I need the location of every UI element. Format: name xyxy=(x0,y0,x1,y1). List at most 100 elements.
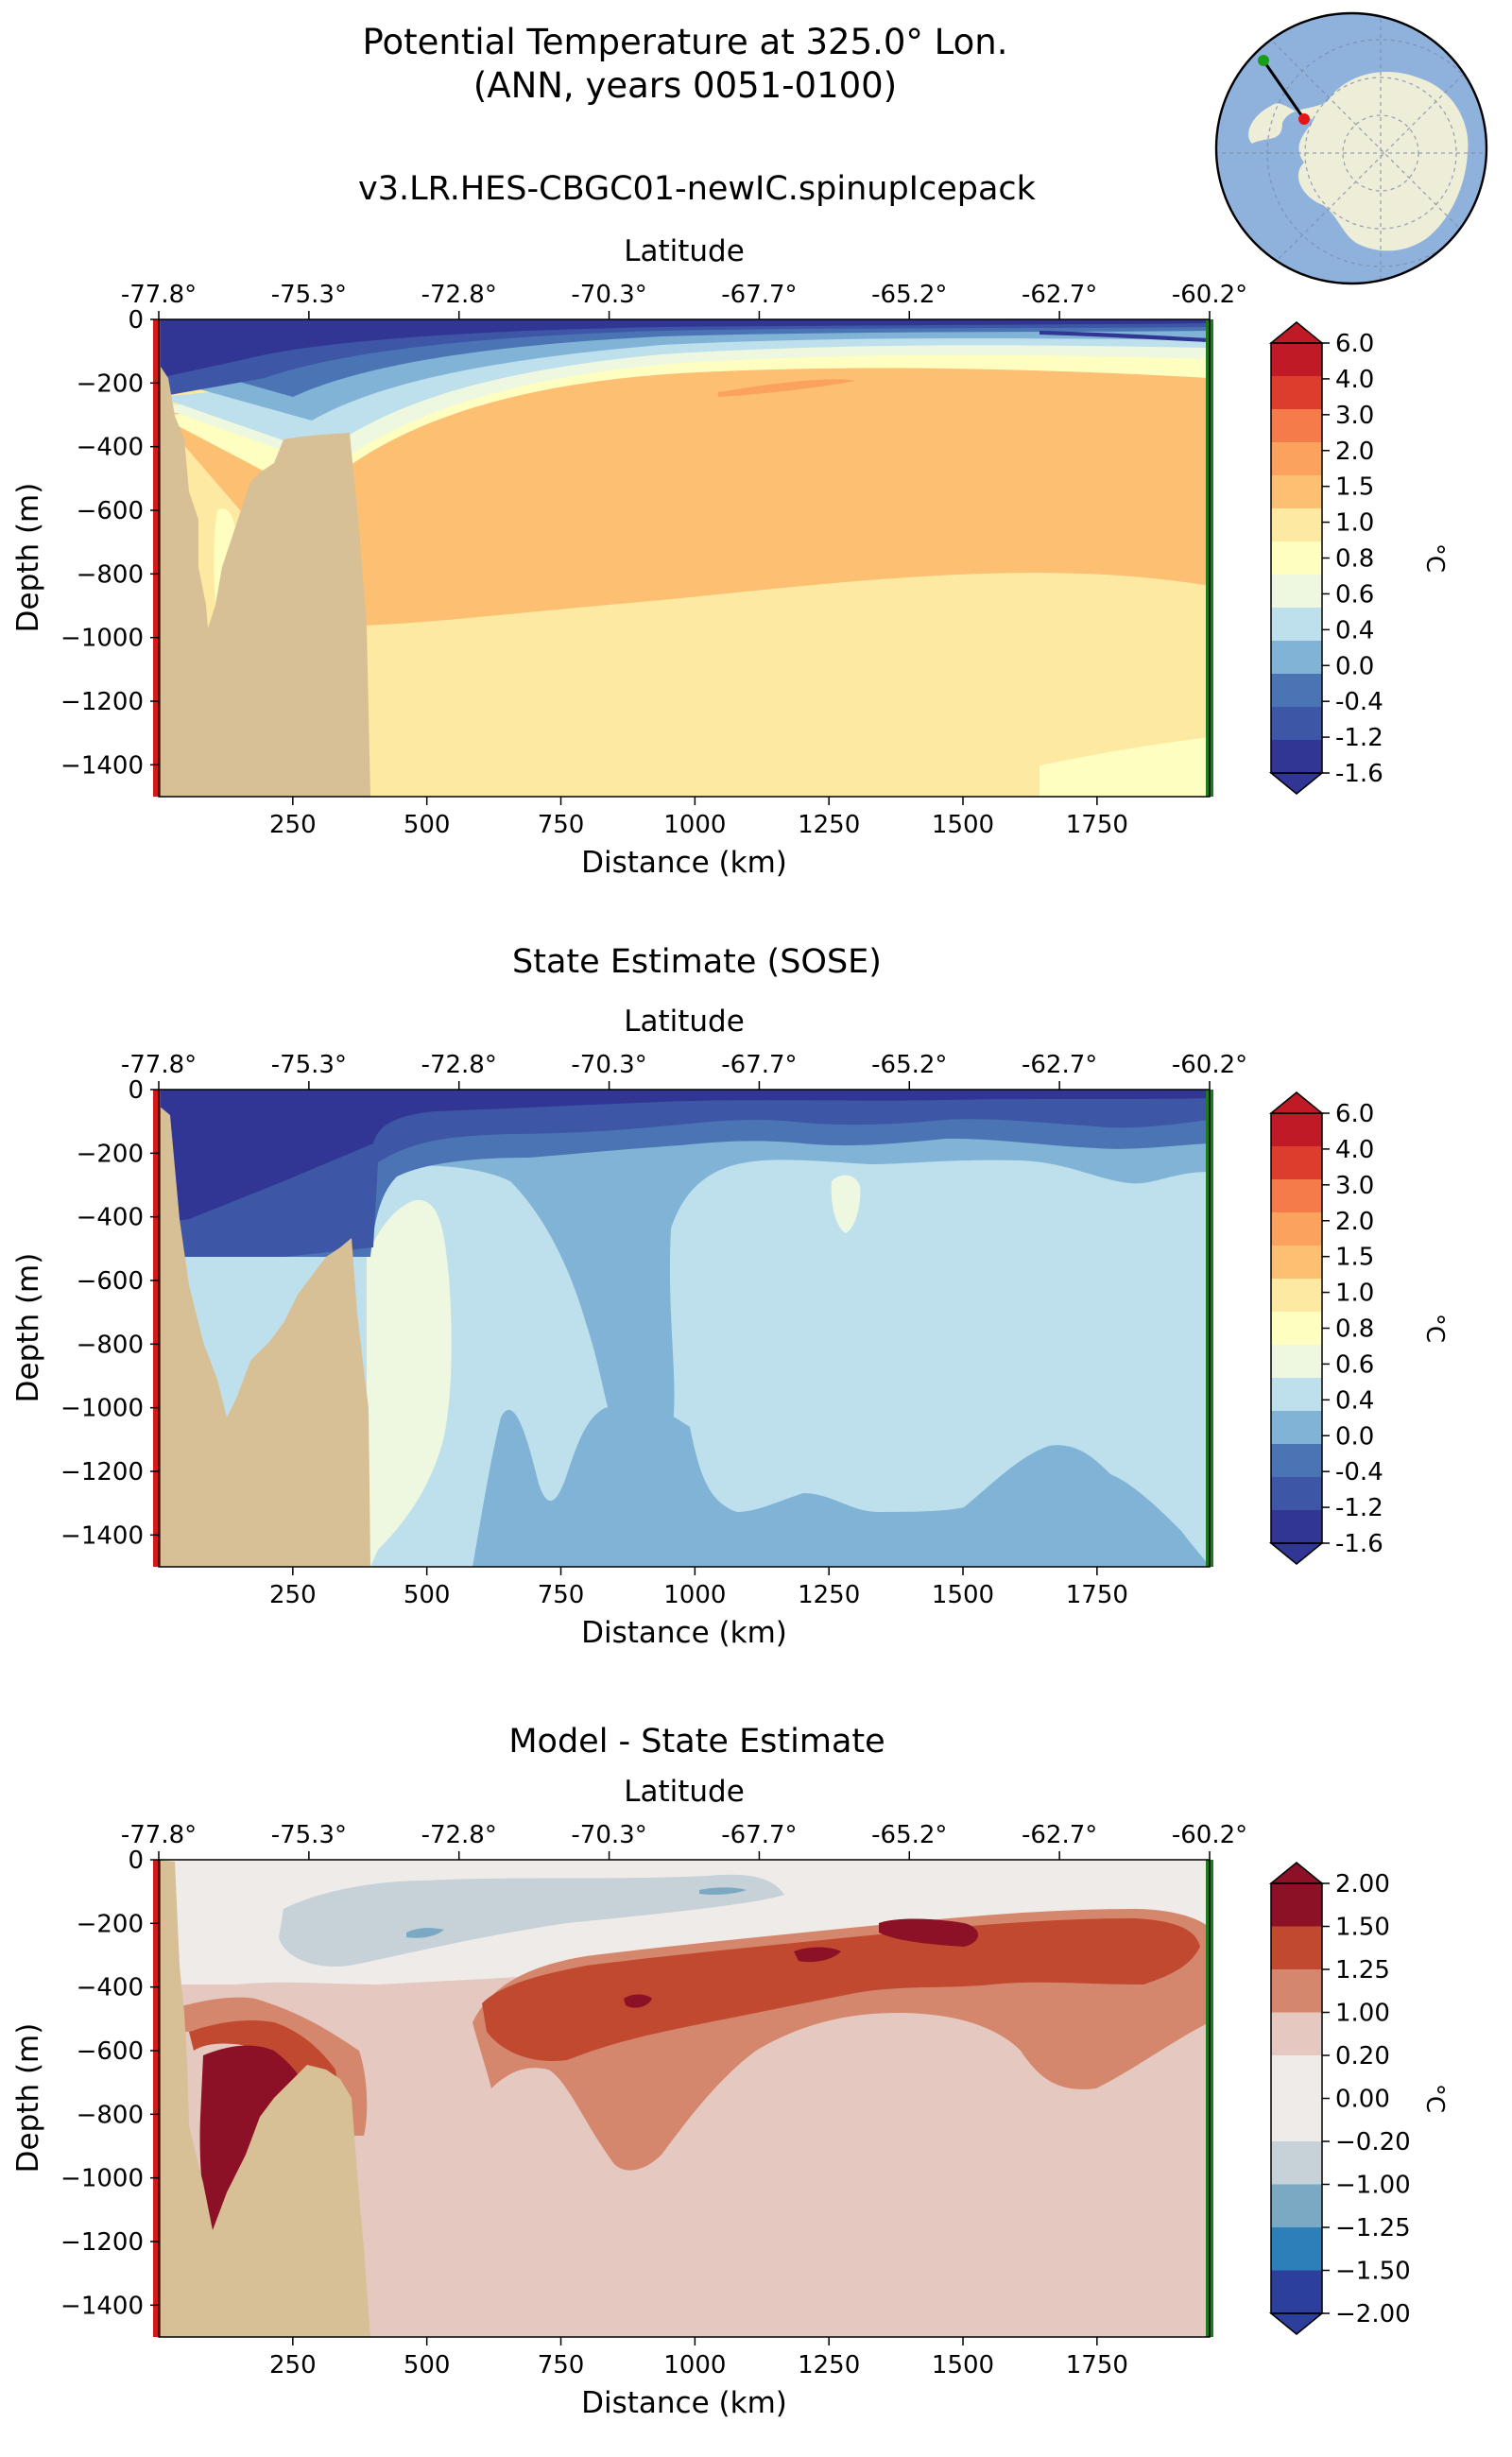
colorbar-tick-label: 0.8 xyxy=(1335,1315,1374,1344)
y-tick-label: −400 xyxy=(77,1204,144,1232)
y-tick-label: −200 xyxy=(77,1140,144,1168)
panel2-frame xyxy=(158,1089,1211,1568)
colorbar-tick-label: 0.00 xyxy=(1335,2086,1390,2114)
colorbar-tick-label: 0.6 xyxy=(1335,580,1374,609)
colorbar-tick-label: 2.0 xyxy=(1335,1208,1374,1236)
panel3-frame xyxy=(158,1859,1211,2338)
y-tick-label: −800 xyxy=(77,560,144,589)
lat-tick-label: -62.7° xyxy=(1022,1051,1097,1079)
panel2-left-marker xyxy=(153,1090,161,1567)
x-tick-label: 1000 xyxy=(663,1581,726,1609)
lat-tick-label: -72.8° xyxy=(421,281,497,309)
colorbar-segment xyxy=(1271,1179,1322,1213)
panel3-contours xyxy=(159,1860,1210,2240)
x-tick-label: 1250 xyxy=(798,811,860,839)
colorbar-segment xyxy=(1271,2055,1322,2099)
antarctica-landmass xyxy=(1248,72,1469,251)
colorbar-segment xyxy=(1271,608,1322,642)
lat-tick-label: -60.2° xyxy=(1172,281,1247,309)
panel-2: Latitude Distance (km) Depth (m) 250 500 7… xyxy=(11,1005,1247,1650)
colorbar-tick-label: −0.20 xyxy=(1335,2128,1411,2156)
panel3-left-marker xyxy=(153,1860,161,2337)
colorbar-tick-label: −2.00 xyxy=(1335,2300,1411,2328)
colorbar-segment xyxy=(1271,541,1322,576)
y-tick-label: −1000 xyxy=(60,625,144,653)
y-tick-label: −1200 xyxy=(60,688,144,716)
colorbar-tick-label: 1.25 xyxy=(1335,1956,1390,1984)
y-tick-label: −400 xyxy=(77,434,144,462)
lat-tick-label: -72.8° xyxy=(421,1821,497,1849)
colorbar-segment xyxy=(1271,674,1322,708)
y-tick-label: −1000 xyxy=(60,1395,144,1423)
colorbar-unit-label: °C xyxy=(1420,543,1449,573)
colorbar-segment xyxy=(1271,1510,1322,1544)
panel1-top-axis-label: Latitude xyxy=(624,234,745,268)
colorbar-segment xyxy=(1271,1444,1322,1478)
y-tick-label: −600 xyxy=(77,1267,144,1296)
colorbar-tick-label: -0.4 xyxy=(1335,1458,1383,1486)
panel1-left-marker xyxy=(153,319,161,797)
x-tick-label: 500 xyxy=(404,2351,451,2380)
lat-tick-label: -67.7° xyxy=(721,1051,797,1079)
colorbar-extend-bottom xyxy=(1268,2312,1325,2335)
panel3-x-axis-label: Distance (km) xyxy=(581,2386,787,2420)
colorbar-segment xyxy=(1271,1477,1322,1511)
panel1-y-axis-label: Depth (m) xyxy=(11,483,45,633)
transect-line xyxy=(1262,60,1306,120)
x-tick-label: 750 xyxy=(538,2351,585,2380)
lat-tick-label: -70.3° xyxy=(571,281,646,309)
colorbar-tick-label: −1.25 xyxy=(1335,2214,1411,2242)
lat-tick-label: -65.2° xyxy=(871,1051,947,1079)
lat-tick-label: -62.7° xyxy=(1022,281,1097,309)
colorbar-segment xyxy=(1271,343,1322,377)
colorbar-tick-label: 0.4 xyxy=(1335,1386,1374,1415)
lat-tick-label: -65.2° xyxy=(871,281,947,309)
colorbar-tick-label: -0.4 xyxy=(1335,688,1383,716)
lat-tick-label: -67.7° xyxy=(721,1821,797,1849)
figure-title-line1: Potential Temperature at 325.0° Lon. xyxy=(362,22,1008,62)
x-tick-label: 1750 xyxy=(1066,1581,1128,1609)
panel1-frame xyxy=(158,318,1211,798)
x-tick-label: 250 xyxy=(269,2351,317,2380)
colorbar-tick-label: 1.5 xyxy=(1335,1244,1374,1272)
colorbar-tick-label: 0.8 xyxy=(1335,545,1374,574)
colorbar-segment xyxy=(1271,1378,1322,1412)
x-tick-label: 1000 xyxy=(663,2351,726,2380)
y-tick-label: −1400 xyxy=(60,2292,144,2320)
x-tick-label: 1500 xyxy=(932,811,994,839)
colorbar-tick-label: 2.0 xyxy=(1335,438,1374,466)
colorbar-segment xyxy=(1271,1312,1322,1346)
x-tick-label: 1500 xyxy=(932,2351,994,2380)
colorbar-segment xyxy=(1271,508,1322,542)
lat-tick-label: -60.2° xyxy=(1172,1051,1247,1079)
panel3-title: Model - State Estimate xyxy=(508,1723,885,1761)
colorbar-segment xyxy=(1271,2184,1322,2228)
colorbar-segment xyxy=(1271,2012,1322,2056)
colorbar-segment xyxy=(1271,2098,1322,2142)
panel1-colorbar: 6.0 4.0 3.0 2.0 1.5 1.0 0.8 0.6 0.4 0.0 -0.4 -1.2 -1… xyxy=(1268,321,1449,795)
transect-end-marker xyxy=(1258,55,1269,66)
colorbar-segment xyxy=(1271,442,1322,476)
colorbar-segment xyxy=(1271,475,1322,509)
colorbar-tick-label: 1.0 xyxy=(1335,1280,1374,1308)
panel3-seafloor xyxy=(159,1860,370,2337)
lat-tick-label: -72.8° xyxy=(421,1051,497,1079)
y-tick-label: −600 xyxy=(77,2037,144,2066)
panel3-y-axis-label: Depth (m) xyxy=(11,2023,45,2174)
colorbar-tick-label: 1.50 xyxy=(1335,1914,1390,1942)
antarctica-locator-map xyxy=(1214,11,1488,285)
map-graticule xyxy=(1216,13,1486,284)
colorbar-tick-label: 6.0 xyxy=(1335,1100,1374,1128)
colorbar-tick-label: -1.6 xyxy=(1335,760,1383,788)
lat-tick-label: -75.3° xyxy=(271,1821,347,1849)
lat-tick-label: -77.8° xyxy=(121,281,197,309)
colorbar-tick-label: -1.2 xyxy=(1335,724,1383,752)
colorbar-segment xyxy=(1271,575,1322,609)
colorbar-segment xyxy=(1271,1345,1322,1379)
y-tick-label: −1400 xyxy=(60,1521,144,1550)
colorbar-tick-label: 0.0 xyxy=(1335,652,1374,680)
colorbar-unit-label: °C xyxy=(1420,2084,1449,2113)
colorbar-tick-label: 2.00 xyxy=(1335,1870,1390,1899)
colorbar-segment xyxy=(1271,2270,1322,2314)
